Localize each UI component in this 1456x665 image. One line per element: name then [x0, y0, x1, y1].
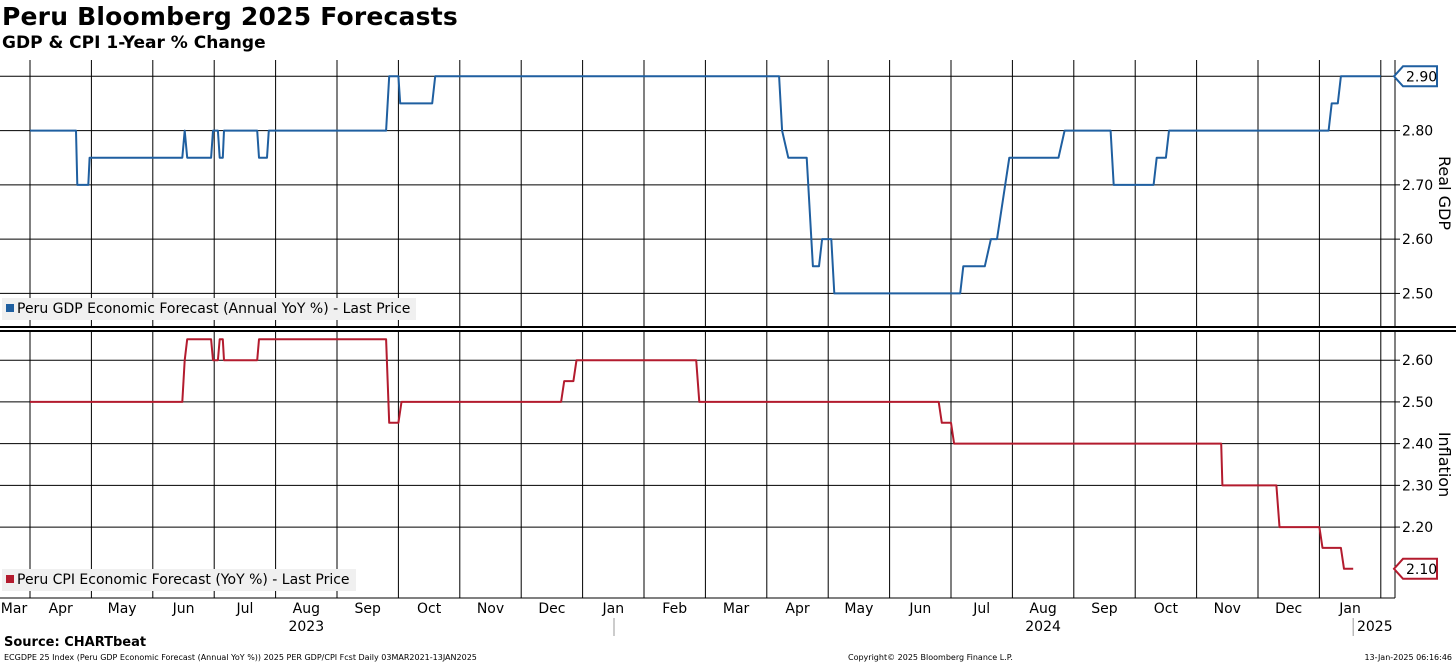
xtick-label-14: May	[844, 601, 873, 617]
xtick-label-16: Jul	[972, 601, 990, 617]
xtick-label-15: Jun	[908, 601, 931, 617]
panel-cpi: 2.20 2.30 2.40 2.50 2.60 2.10 Inflation	[0, 331, 1454, 598]
legend-gdp: Peru GDP Economic Forecast (Annual YoY %…	[2, 298, 417, 320]
xtick-label-12: Mar	[723, 601, 750, 617]
ytick-label-gdp-1: 2.60	[1402, 232, 1433, 248]
last-value-label-gdp: 2.90	[1406, 69, 1437, 85]
xtick-label-17: Aug	[1029, 601, 1056, 617]
footer-copyright: Copyright© 2025 Bloomberg Finance L.P.	[848, 653, 1013, 662]
xtick-label-5: Aug	[293, 601, 320, 617]
axis-title-gdp: Real GDP	[1435, 156, 1454, 230]
legend-gdp-swatch	[6, 304, 14, 312]
xtick-label-21: Dec	[1275, 601, 1302, 617]
xtick-label-10: Jan	[602, 601, 625, 617]
xtick-label-8: Nov	[477, 601, 504, 617]
xtick-label-0: Mar	[1, 601, 28, 617]
xtick-label-4: Jul	[235, 601, 253, 617]
year-label-2023: 2023	[288, 619, 324, 635]
chart-subtitle: GDP & CPI 1-Year % Change	[2, 33, 266, 53]
legend-cpi-label: Peru CPI Economic Forecast (YoY %) - Las…	[17, 572, 350, 588]
ytick-label-cpi-4: 2.60	[1402, 353, 1433, 369]
ytick-label-gdp-3: 2.80	[1402, 124, 1433, 140]
ytick-label-cpi-2: 2.40	[1402, 437, 1433, 453]
legend-gdp-label: Peru GDP Economic Forecast (Annual YoY %…	[17, 301, 411, 317]
year-label-2025: 2025	[1357, 619, 1393, 635]
xtick-label-18: Sep	[1091, 601, 1118, 617]
ytick-label-cpi-1: 2.30	[1402, 478, 1433, 494]
series-line-cpi	[30, 338, 1354, 570]
xtick-label-7: Oct	[417, 601, 442, 617]
xtick-label-11: Feb	[662, 601, 687, 617]
xtick-label-2: May	[108, 601, 137, 617]
source-note: Source: CHARTbeat	[4, 635, 147, 650]
year-label-2024: 2024	[1025, 619, 1061, 635]
ytick-label-gdp-2: 2.70	[1402, 178, 1433, 194]
xtick-label-3: Jun	[172, 601, 195, 617]
xtick-label-6: Sep	[355, 601, 382, 617]
xtick-label-19: Oct	[1154, 601, 1179, 617]
xtick-label-20: Nov	[1214, 601, 1241, 617]
xtick-label-22: Jan	[1338, 601, 1361, 617]
xtick-label-1: Apr	[49, 601, 73, 617]
ytick-label-cpi-0: 2.20	[1402, 520, 1433, 536]
legend-cpi-swatch	[6, 575, 14, 583]
ytick-label-cpi-3: 2.50	[1402, 395, 1433, 411]
footer-ticker-info: ECGDPE 25 Index (Peru GDP Economic Forec…	[4, 653, 477, 662]
ytick-label-gdp-0: 2.50	[1402, 286, 1433, 302]
last-value-tag-gdp	[1392, 65, 1438, 88]
last-value-tag-cpi	[1392, 557, 1438, 580]
footer-timestamp: 13-Jan-2025 06:16:46	[1364, 653, 1452, 662]
xtick-label-13: Apr	[785, 601, 809, 617]
last-value-label-cpi: 2.10	[1406, 562, 1437, 578]
series-line-gdp	[30, 75, 1381, 295]
chart-title: Peru Bloomberg 2025 Forecasts	[2, 2, 458, 31]
legend-cpi: Peru CPI Economic Forecast (YoY %) - Las…	[2, 569, 356, 591]
xtick-label-9: Dec	[538, 601, 565, 617]
axis-title-cpi: Inflation	[1435, 432, 1454, 497]
